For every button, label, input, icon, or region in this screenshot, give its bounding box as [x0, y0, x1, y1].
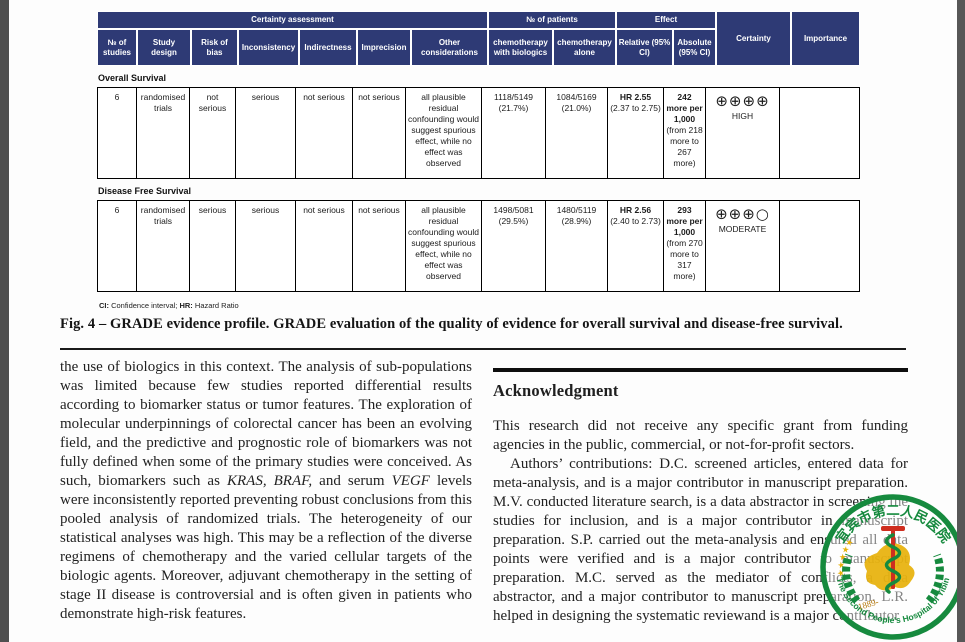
absolute-effect-value: 293 more per 1,000 [666, 205, 703, 238]
discussion-paragraph: the use of biologics in this context. Th… [60, 359, 473, 622]
right-column: Acknowledgment This research did not rec… [493, 358, 908, 626]
cell-indirectness: not serious [296, 201, 353, 291]
cell-absolute-effect: 293 more per 1,000 (from 270 more to 317… [664, 201, 706, 291]
stamp-gold-emblem [864, 543, 915, 591]
stamp-snake [884, 533, 902, 594]
article-body: the use of biologics in this context. Th… [60, 358, 908, 626]
cell-importance [780, 201, 849, 291]
header-chemotherapy-alone: chemotherapy alone [553, 29, 616, 66]
cell-study-design: randomised trials [137, 201, 190, 291]
header-absolute-95ci: Absolute (95% CI) [673, 29, 716, 66]
section-title-disease-free-survival: Disease Free Survival [98, 186, 192, 196]
left-column: the use of biologics in this context. Th… [60, 358, 472, 626]
header-group-certainty-assessment: Certainty assessment [97, 11, 488, 29]
section-heading-rule [493, 368, 908, 372]
grade-plus-symbols: ⊕⊕⊕⊕ [715, 92, 770, 110]
cell-relative-effect: HR 2.55 (2.37 to 2.75) [608, 88, 664, 178]
hospital-seal-stamp: 宜宾市第二人民医院 The Second People's Hospital o… [820, 494, 965, 640]
certainty-rating: HIGH [731, 111, 754, 121]
cell-risk-of-bias: not serious [190, 88, 236, 178]
figure-caption: Fig. 4 – GRADE evidence profile. GRADE e… [60, 316, 843, 332]
cell-other-considerations: all plausible residual confounding would… [406, 88, 482, 178]
header-importance: Importance [791, 11, 860, 66]
scan-left-border [0, 0, 9, 642]
header-inconsistency: Inconsistency [238, 29, 299, 66]
header-study-design: Study design [137, 29, 191, 66]
cell-chemo-biologics: 1118/5149 (21.7%) [482, 88, 546, 178]
cell-relative-effect: HR 2.56 (2.40 to 2.73) [608, 201, 664, 291]
header-risk-of-bias: Risk of bias [191, 29, 238, 66]
relative-effect-ci: (2.37 to 2.75) [610, 103, 661, 114]
author-contributions-paragraph: Authors’ contributions: D.C. screened ar… [493, 456, 908, 624]
table-row-disease-free-survival: 6 randomised trials serious serious not … [97, 200, 860, 292]
cell-importance [780, 88, 849, 178]
cell-other-considerations: all plausible residual confounding would… [406, 201, 482, 291]
header-group-effect: Effect [616, 11, 716, 29]
relative-effect-value: HR 2.55 [619, 92, 652, 102]
cell-inconsistency: serious [236, 88, 296, 178]
cell-chemo-alone: 1480/5119 (28.9%) [546, 201, 608, 291]
cell-certainty: ⊕⊕⊕⊕ HIGH [706, 88, 780, 178]
absolute-effect-ci: (from 270 more to 317 more) [666, 238, 703, 282]
cell-imprecision: not serious [353, 201, 406, 291]
cell-inconsistency: serious [236, 201, 296, 291]
header-chemotherapy-with-biologics: chemotherapy with biologics [488, 29, 553, 66]
cell-indirectness: not serious [296, 88, 353, 178]
funding-statement: This research did not receive any specif… [493, 418, 908, 453]
section-divider-rule [60, 348, 906, 350]
stamp-laurel-left [842, 553, 861, 604]
header-indirectness: Indirectness [299, 29, 357, 66]
cell-imprecision: not serious [353, 88, 406, 178]
cell-certainty: ⊕⊕⊕○ MODERATE [706, 201, 780, 291]
grade-plus-symbols: ⊕⊕⊕○ [715, 205, 770, 223]
header-relative-95ci: Relative (95% CI) [616, 29, 673, 66]
certainty-rating: MODERATE [718, 224, 767, 234]
cell-chemo-alone: 1084/5169 (21.0%) [546, 88, 608, 178]
table-footnote: CI: Confidence interval; HR: Hazard Rati… [99, 301, 239, 310]
cell-n-studies: 6 [98, 88, 137, 178]
table-row-overall-survival: 6 randomised trials not serious serious … [97, 87, 860, 179]
absolute-effect-value: 242 more per 1,000 [666, 92, 703, 125]
header-imprecision: Imprecision [357, 29, 411, 66]
table-header: Certainty assessment № of patients Effec… [97, 11, 860, 66]
acknowledgment-heading: Acknowledgment [493, 381, 619, 400]
absolute-effect-ci: (from 218 more to 267 more) [666, 125, 703, 169]
header-certainty: Certainty [716, 11, 791, 66]
cell-absolute-effect: 242 more per 1,000 (from 218 more to 267… [664, 88, 706, 178]
stamp-staff-crossbar [881, 526, 905, 531]
header-group-no-of-patients: № of patients [488, 11, 616, 29]
scan-right-border [957, 0, 965, 642]
header-other-considerations: Other considerations [411, 29, 488, 66]
section-title-overall-survival: Overall Survival [98, 73, 167, 83]
stamp-laurel-right [925, 553, 944, 604]
header-no-of-studies: № of studies [97, 29, 137, 66]
relative-effect-value: HR 2.56 [619, 205, 652, 215]
cell-risk-of-bias: serious [190, 201, 236, 291]
grade-evidence-table: Certainty assessment № of patients Effec… [97, 11, 860, 310]
cell-chemo-biologics: 1498/5081 (29.5%) [482, 201, 546, 291]
cell-n-studies: 6 [98, 201, 137, 291]
cell-study-design: randomised trials [137, 88, 190, 178]
relative-effect-ci: (2.40 to 2.73) [610, 216, 661, 227]
